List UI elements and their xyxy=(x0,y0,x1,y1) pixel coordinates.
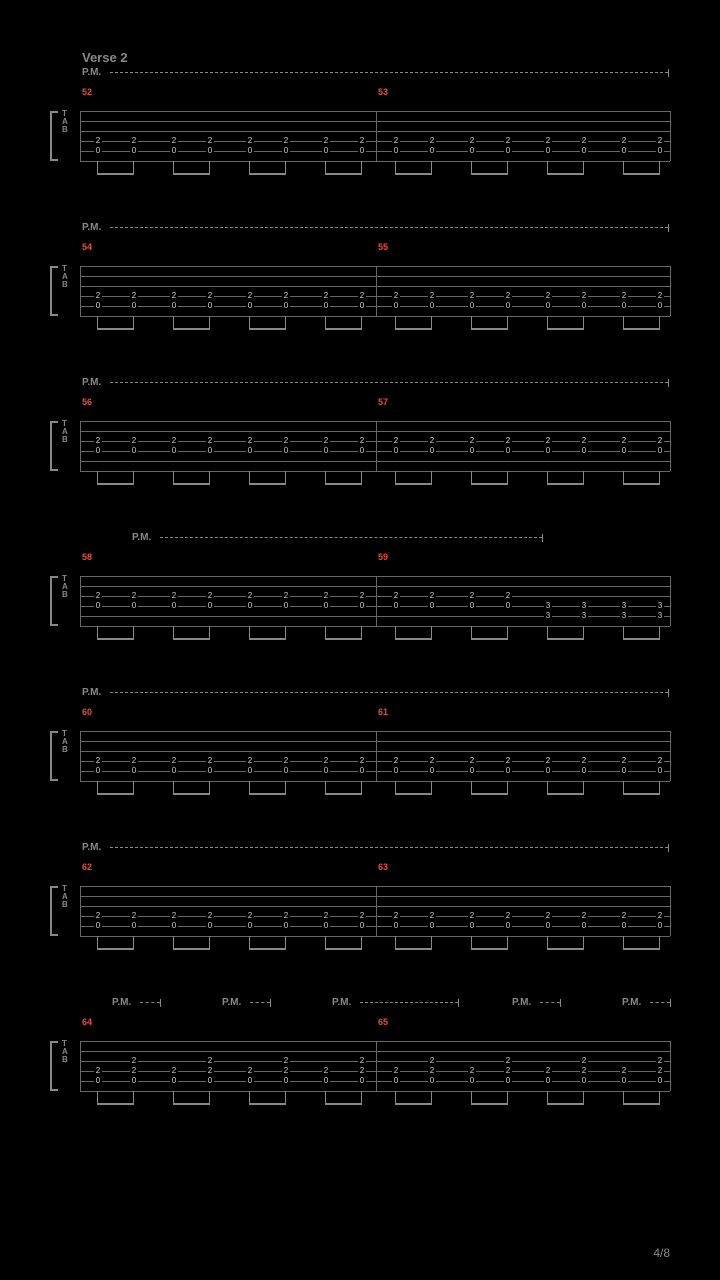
staff-bracket xyxy=(50,1041,58,1091)
tab-staff: TAB20202020202020202020202020202020 xyxy=(50,99,670,169)
tab-clef: TAB xyxy=(62,730,68,754)
tab-clef: TAB xyxy=(62,265,68,289)
measure-number: 59 xyxy=(378,552,388,562)
pm-label: P.M. xyxy=(82,67,101,78)
measure-number: 58 xyxy=(82,552,92,562)
pm-label: P.M. xyxy=(82,687,101,698)
tab-system: P.M. 56 57 TAB20202020202020202020202020202… xyxy=(50,377,670,492)
tab-staff: TAB2022020220202202022020220202202022020… xyxy=(50,1029,670,1099)
staff-bracket xyxy=(50,886,58,936)
measure-number: 57 xyxy=(378,397,388,407)
pm-label: P.M. xyxy=(82,377,101,388)
section-title: Verse 2 xyxy=(82,50,670,65)
palm-mute-row: P.M. xyxy=(82,377,670,391)
palm-mute-row: P.M. xyxy=(82,222,670,236)
palm-mute-row: P.M. xyxy=(82,687,670,701)
tab-clef: TAB xyxy=(62,1040,68,1064)
tab-clef: TAB xyxy=(62,575,68,599)
measure-number: 65 xyxy=(378,1017,388,1027)
measure-number: 52 xyxy=(82,87,92,97)
pm-dash xyxy=(110,382,668,387)
pm-dash xyxy=(160,537,542,542)
pm-dash xyxy=(110,72,668,77)
staff-bracket xyxy=(50,266,58,316)
tab-system: P.M. 54 55 TAB20202020202020202020202020202… xyxy=(50,222,670,337)
tab-system: P.M. 52 53 TAB20202020202020202020202020202… xyxy=(50,67,670,182)
tab-staff: TAB20202020202020202020202020202020 xyxy=(50,874,670,944)
pm-label: P.M. xyxy=(82,222,101,233)
measure-numbers: 54 55 xyxy=(82,242,670,254)
pm-dash xyxy=(540,1002,560,1007)
tab-system: P.M. 58 59 TAB20202020202020202020202033333… xyxy=(50,532,670,647)
pm-dash xyxy=(360,1002,458,1007)
measure-number: 63 xyxy=(378,862,388,872)
pm-dash-end xyxy=(560,999,561,1007)
staff-bracket xyxy=(50,111,58,161)
measure-number: 60 xyxy=(82,707,92,717)
pm-label: P.M. xyxy=(82,842,101,853)
tab-clef: TAB xyxy=(62,110,68,134)
tab-staff: TAB20202020202020202020202020202020 xyxy=(50,719,670,789)
palm-mute-row: P.M. xyxy=(82,532,670,546)
tab-system: P.M. P.M. P.M. P.M. P.M. 64 65 TAB2022020220202… xyxy=(50,997,670,1112)
tab-staff: TAB20202020202020202020202020202020 xyxy=(50,254,670,324)
pm-dash xyxy=(650,1002,670,1007)
measure-number: 62 xyxy=(82,862,92,872)
measure-numbers: 62 63 xyxy=(82,862,670,874)
measure-numbers: 60 61 xyxy=(82,707,670,719)
measure-number: 53 xyxy=(378,87,388,97)
tab-clef: TAB xyxy=(62,420,68,444)
measure-numbers: 58 59 xyxy=(82,552,670,564)
pm-dash xyxy=(110,227,668,232)
pm-dash-end xyxy=(668,224,669,232)
pm-dash xyxy=(250,1002,270,1007)
measure-numbers: 64 65 xyxy=(82,1017,670,1029)
measure-numbers: 52 53 xyxy=(82,87,670,99)
tab-system: P.M. 60 61 TAB20202020202020202020202020202… xyxy=(50,687,670,802)
page-number: 4/8 xyxy=(653,1246,670,1260)
tab-staff: TAB20202020202020202020202020202020 xyxy=(50,409,670,479)
measure-number: 64 xyxy=(82,1017,92,1027)
pm-dash-end xyxy=(270,999,271,1007)
palm-mute-row: P.M. P.M. P.M. P.M. P.M. xyxy=(82,997,670,1011)
tab-clef: TAB xyxy=(62,885,68,909)
measure-number: 55 xyxy=(378,242,388,252)
pm-dash-end xyxy=(668,69,669,77)
pm-dash xyxy=(110,847,668,852)
palm-mute-row: P.M. xyxy=(82,67,670,81)
measure-numbers: 56 57 xyxy=(82,397,670,409)
pm-dash-end xyxy=(458,999,459,1007)
pm-dash-end xyxy=(160,999,161,1007)
pm-label: P.M. xyxy=(132,532,151,543)
pm-label: P.M. xyxy=(112,997,131,1008)
tab-system: P.M. 62 63 TAB20202020202020202020202020202… xyxy=(50,842,670,957)
staff-bracket xyxy=(50,421,58,471)
pm-label: P.M. xyxy=(512,997,531,1008)
pm-label: P.M. xyxy=(622,997,641,1008)
staff-bracket xyxy=(50,731,58,781)
pm-label: P.M. xyxy=(332,997,351,1008)
pm-label: P.M. xyxy=(222,997,241,1008)
pm-dash xyxy=(110,692,668,697)
staff-bracket xyxy=(50,576,58,626)
tab-staff: TAB20202020202020202020202033333333 xyxy=(50,564,670,634)
pm-dash-end xyxy=(668,844,669,852)
pm-dash-end xyxy=(668,379,669,387)
pm-dash-end xyxy=(542,534,543,542)
pm-dash-end xyxy=(668,689,669,697)
measure-number: 61 xyxy=(378,707,388,717)
pm-dash xyxy=(140,1002,160,1007)
pm-dash-end xyxy=(670,999,671,1007)
measure-number: 56 xyxy=(82,397,92,407)
palm-mute-row: P.M. xyxy=(82,842,670,856)
measure-number: 54 xyxy=(82,242,92,252)
